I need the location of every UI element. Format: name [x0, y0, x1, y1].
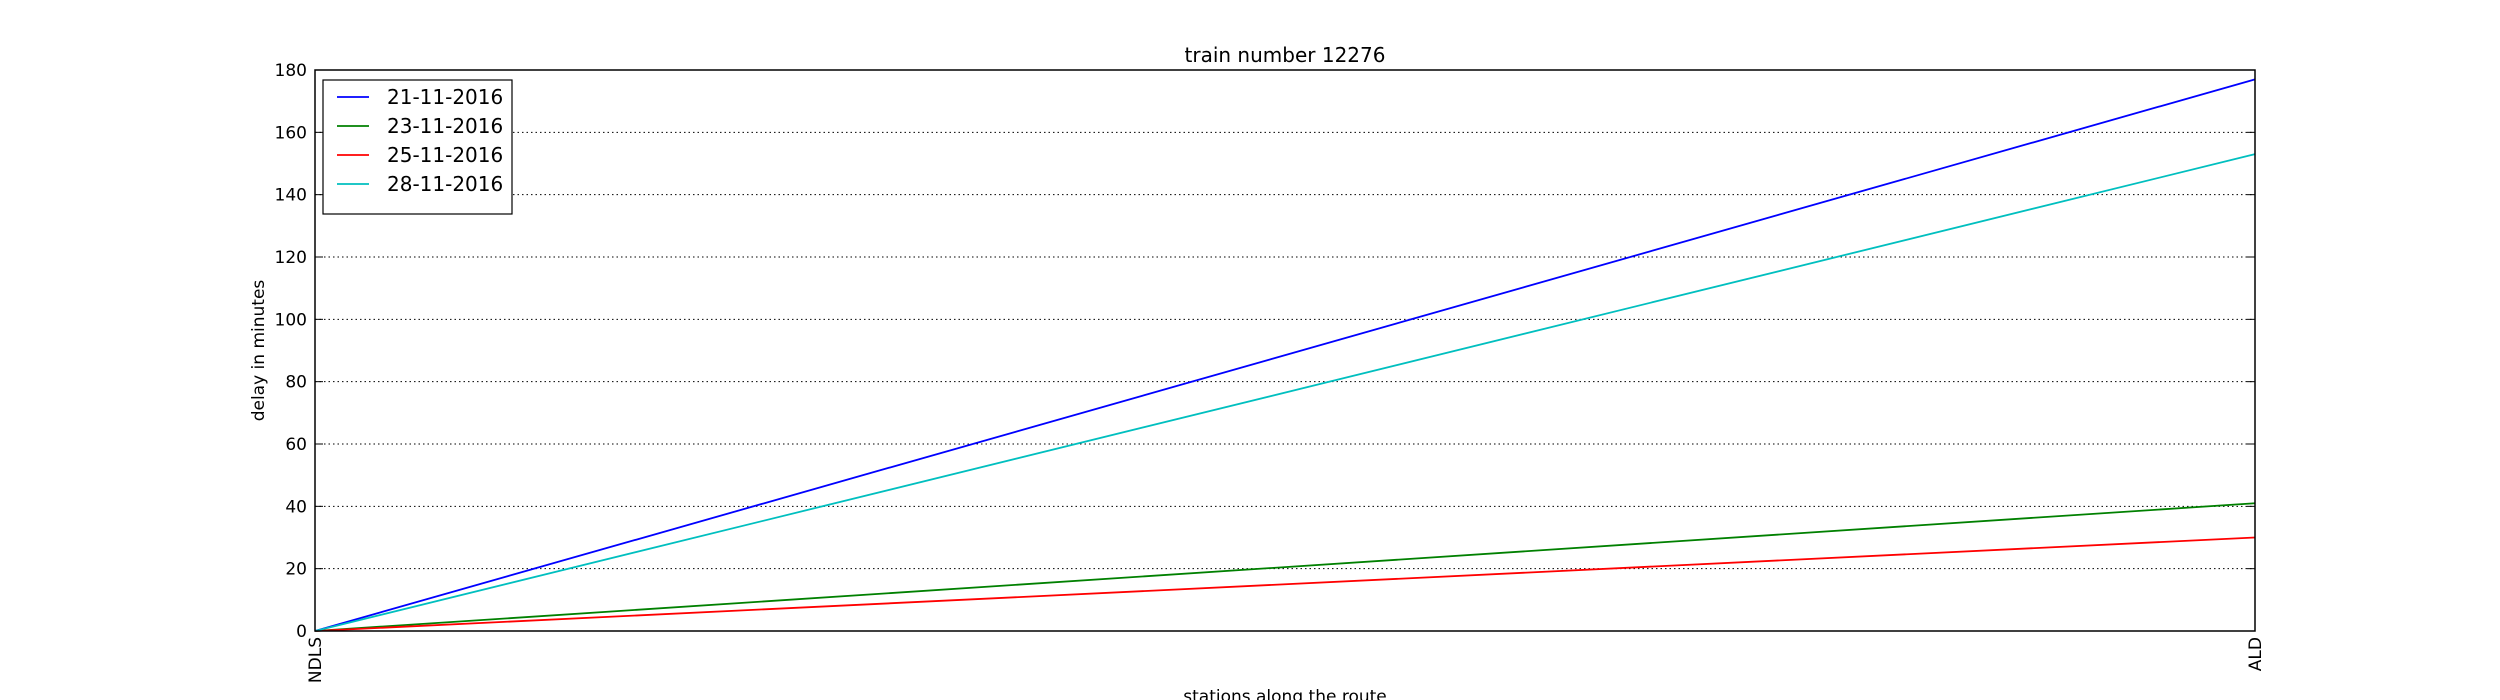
- y-tick-label: 140: [275, 186, 307, 206]
- y-tick-label: 100: [275, 310, 307, 330]
- plot-frame: [315, 70, 2255, 631]
- y-axis-title: delay in minutes: [249, 280, 269, 422]
- series-line: [315, 154, 2255, 631]
- x-tick-label: ALD: [2246, 637, 2266, 671]
- legend-label: 28-11-2016: [387, 172, 503, 196]
- series-lines: [315, 79, 2255, 631]
- legend-label: 25-11-2016: [387, 143, 503, 167]
- x-tick-label: NDLS: [306, 637, 326, 683]
- y-tick-label: 80: [285, 373, 307, 393]
- chart-title: train number 12276: [1185, 43, 1386, 67]
- y-tick-label: 120: [275, 248, 307, 268]
- x-axis-title: stations along the route: [1183, 687, 1387, 700]
- series-line: [315, 79, 2255, 631]
- grid-lines: [315, 132, 2255, 568]
- y-tick-label: 20: [285, 560, 307, 580]
- y-tick-label: 60: [285, 435, 307, 455]
- legend: 21-11-2016 23-11-2016 25-11-2016 28-11-2016: [323, 80, 512, 214]
- series-line: [315, 503, 2255, 631]
- series-line: [315, 538, 2255, 632]
- legend-label: 23-11-2016: [387, 114, 503, 138]
- legend-label: 21-11-2016: [387, 85, 503, 109]
- y-tick-label: 180: [275, 61, 307, 81]
- y-tick-label: 40: [285, 497, 307, 517]
- y-tick-label: 160: [275, 123, 307, 143]
